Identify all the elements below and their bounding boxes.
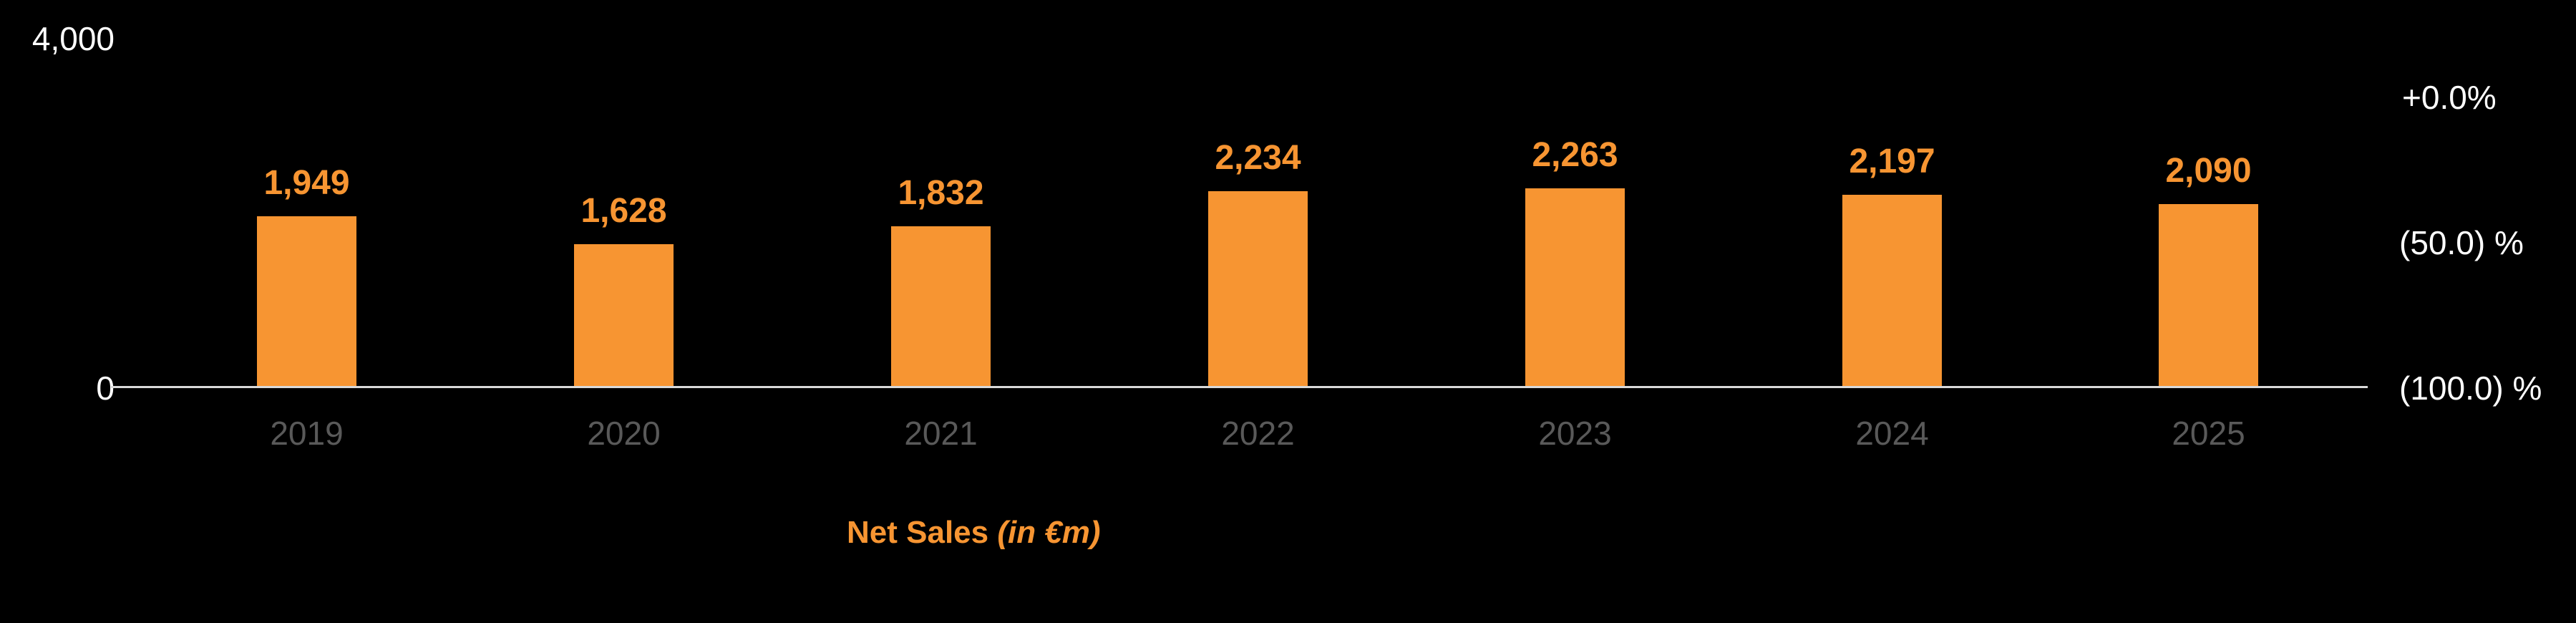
y2-axis-top-label: +0.0% [2402,79,2497,116]
bar-2023 [1525,188,1625,386]
bar-2024 [1842,195,1942,386]
x-axis-label: 2019 [270,415,344,452]
x-axis-label: 2024 [1855,415,1929,452]
value-label: 1,628 [580,192,667,230]
bar-2019 [257,216,356,386]
value-label: 1,832 [898,174,984,212]
bar-2020 [574,244,674,386]
y-axis-min-label: 0 [96,370,115,407]
x-axis-label: 2020 [587,415,661,452]
bar-2022 [1208,191,1308,386]
y-axis-max-label: 4,000 [31,20,115,57]
y2-axis-mid-label: (50.0) % [2399,224,2524,261]
value-label: 2,263 [1532,136,1618,174]
value-label: 1,949 [263,164,350,202]
value-label: 2,090 [2165,152,2252,190]
x-axis-label: 2021 [904,415,978,452]
legend: Net Sales (in €m) [847,517,1101,549]
legend-unit: (in €m) [997,515,1101,550]
y2-axis-bottom-label: (100.0) % [2399,370,2542,407]
value-label: 2,234 [1215,139,1301,177]
bar-2025 [2159,204,2258,386]
x-axis-label: 2023 [1538,415,1612,452]
x-axis-label: 2025 [2172,415,2245,452]
value-label: 2,197 [1849,143,1935,180]
bar-2021 [891,226,991,386]
legend-label: Net Sales [847,515,989,550]
x-axis-line [111,386,2368,388]
x-axis-label: 2022 [1221,415,1295,452]
